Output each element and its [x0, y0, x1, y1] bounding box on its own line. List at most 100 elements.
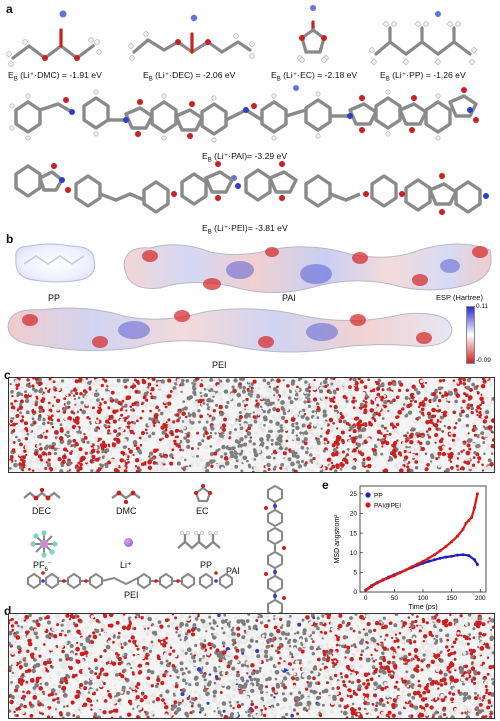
data-point — [415, 562, 419, 566]
data-point — [398, 571, 402, 575]
li-ion — [310, 5, 316, 11]
molecule-pei-li-complex — [14, 161, 489, 215]
data-point — [475, 563, 479, 566]
legend-label-dmc: DMC — [116, 506, 137, 516]
esp-surface-pei — [7, 307, 453, 353]
esp-surface-pai — [123, 243, 492, 293]
data-point — [438, 549, 442, 553]
li-ion — [59, 10, 67, 18]
series-pp — [364, 553, 479, 592]
legend-label: PAI@PEI — [374, 503, 401, 510]
data-point — [387, 576, 391, 580]
binding-energy-dec: EB (Li⁺·DEC) = -2.06 eV — [143, 70, 236, 83]
legend-dmc-molecule — [111, 490, 141, 504]
panel-letter-b: b — [6, 232, 14, 246]
panel-letter-d: d — [4, 604, 12, 618]
data-point — [410, 565, 413, 569]
molecule-dec-li-complex — [128, 14, 255, 61]
esp-colorbar-min: -0.09 — [476, 357, 491, 364]
data-point — [364, 588, 368, 592]
md-simulation-box-d — [8, 613, 495, 719]
data-point — [461, 527, 465, 531]
binding-energy-dmc: EB (Li⁺·DMC) = -1.91 eV — [8, 70, 102, 83]
data-point — [450, 540, 454, 544]
data-point — [433, 553, 436, 557]
x-tick-label: 50 — [391, 595, 399, 602]
legend-label-pp: PP — [200, 560, 213, 570]
data-point — [433, 558, 436, 562]
molecule-pai-li-complex — [9, 85, 479, 143]
data-point — [404, 568, 408, 572]
y-tick-label: 5 — [353, 570, 357, 577]
data-point — [438, 556, 442, 560]
binding-energy-pei: EB (Li⁺·PEI)= -3.81 eV — [202, 223, 288, 236]
esp-surface-pp — [15, 243, 96, 283]
esp-colorbar — [466, 306, 475, 364]
data-point — [381, 578, 385, 582]
li-ion — [293, 85, 299, 91]
data-point — [392, 574, 396, 577]
esp-label-pai: PAI — [282, 293, 296, 303]
molecule-dmc-li-complex — [6, 10, 102, 67]
panel-letter-a: a — [6, 2, 13, 16]
data-point — [444, 555, 448, 559]
legend-label-pei: PEI — [124, 590, 139, 600]
legend-label-li: Li⁺ — [120, 560, 132, 570]
data-point — [427, 559, 431, 563]
x-tick-label: 0 — [364, 595, 368, 602]
data-point — [475, 492, 479, 496]
li-ion — [435, 11, 441, 17]
legend-li-ion — [124, 538, 133, 547]
x-tick-label: 200 — [475, 595, 486, 602]
binding-energy-ec: EB (Li⁺·EC) = -2.18 eV — [271, 70, 358, 83]
legend-label-pf6: PF6− — [33, 560, 52, 573]
msd-chart: 0 50 100 150 200 0 5 10 15 20 25 Time (ps) MSD angst… — [334, 485, 487, 611]
legend-label-pai: PAI — [226, 566, 240, 576]
panel-letter-e: e — [322, 478, 329, 492]
y-tick-label: 15 — [350, 530, 358, 537]
data-point — [455, 534, 459, 538]
binding-energy-pai: EB (Li⁺·PAI)= -3.29 eV — [202, 151, 288, 164]
legend-label: PP — [374, 493, 383, 500]
x-tick-label: 150 — [446, 595, 457, 602]
y-axis-label: MSD angstrom² — [334, 514, 341, 564]
li-ion — [190, 14, 198, 22]
data-point — [461, 553, 465, 557]
data-point — [444, 545, 448, 548]
y-tick-label: 0 — [353, 589, 357, 596]
data-point — [427, 556, 431, 560]
series-line — [365, 553, 479, 591]
series-pai-pei — [364, 492, 479, 592]
data-point — [464, 521, 468, 525]
md-simulation-box-c — [8, 377, 495, 473]
legend-ec-molecule — [194, 484, 212, 503]
legend-pei-molecule — [27, 571, 233, 590]
legend-dec-molecule — [23, 488, 61, 501]
data-point — [470, 515, 474, 519]
data-point — [375, 581, 379, 585]
y-tick-label: 20 — [350, 511, 358, 518]
legend-pai-molecule — [264, 484, 286, 618]
binding-energy-pp: EB (Li⁺·PP) = -1.26 eV — [380, 70, 466, 83]
x-tick-label: 100 — [418, 595, 429, 602]
data-point — [473, 506, 476, 510]
legend-label-ec: EC — [196, 506, 209, 516]
esp-colorbar-max: 0.11 — [476, 303, 489, 310]
esp-label-pp: PP — [48, 293, 61, 303]
y-tick-label: 25 — [350, 491, 358, 498]
legend-pp-molecule — [177, 530, 221, 550]
data-point — [455, 553, 459, 557]
x-axis-label: Time (ps) — [408, 604, 437, 611]
data-point — [370, 585, 373, 588]
molecule-ec-li-complex — [297, 5, 329, 63]
data-point — [450, 554, 454, 558]
y-tick-label: 10 — [350, 550, 358, 557]
molecule-pp-li-complex — [369, 11, 477, 65]
legend-marker — [365, 492, 371, 498]
data-point — [473, 558, 476, 562]
legend-label-dec: DEC — [32, 506, 52, 516]
legend-marker — [365, 502, 371, 508]
esp-colorbar-title: ESP (Hartree) — [436, 293, 483, 302]
data-point — [421, 559, 425, 563]
panel-letter-c: c — [4, 368, 11, 382]
